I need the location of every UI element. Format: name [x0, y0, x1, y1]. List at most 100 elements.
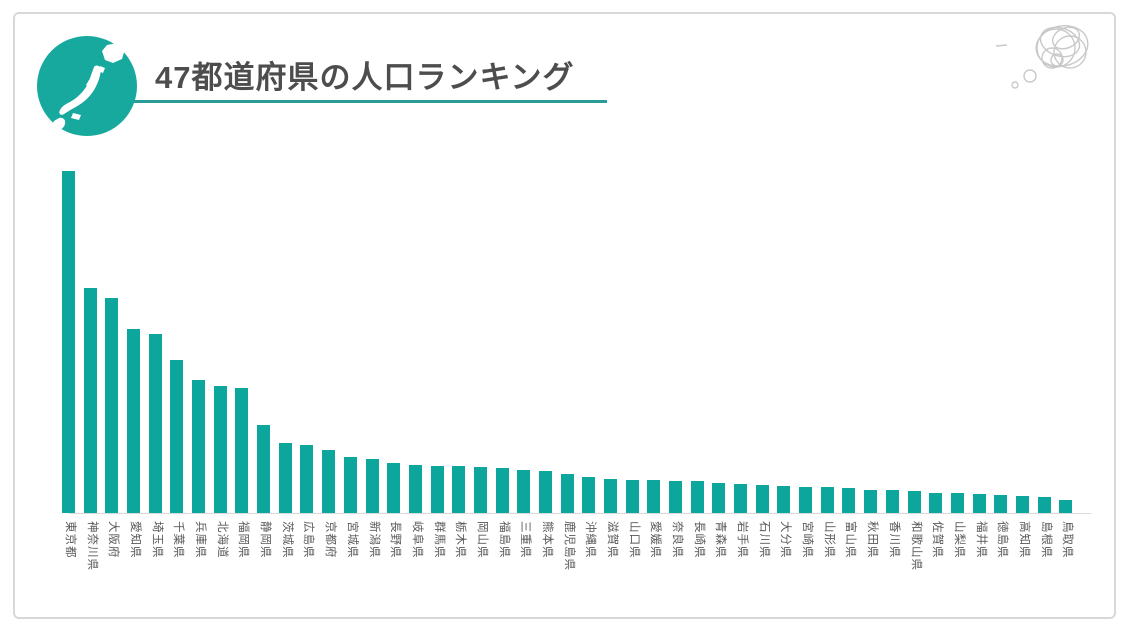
category-label-福島県: 福島県 [497, 521, 510, 559]
bar-山形県 [821, 487, 834, 513]
category-label-高知県: 高知県 [1017, 521, 1030, 559]
category-label-宮崎県: 宮崎県 [800, 521, 813, 559]
category-label-広島県: 広島県 [301, 521, 314, 559]
category-label-岩手県: 岩手県 [735, 521, 748, 559]
bar-富山県 [842, 488, 855, 513]
bar-埼玉県 [149, 334, 162, 513]
category-label-和歌山県: 和歌山県 [909, 521, 922, 571]
bar-奈良県 [669, 481, 682, 513]
bar-京都府 [322, 450, 335, 513]
bar-徳島県 [994, 495, 1007, 513]
bar-岡山県 [474, 467, 487, 513]
category-label-千葉県: 千葉県 [171, 521, 184, 559]
category-label-山口県: 山口県 [627, 521, 640, 559]
bar-長野県 [387, 463, 400, 513]
category-label-徳島県: 徳島県 [995, 521, 1008, 559]
bar-石川県 [756, 485, 769, 513]
category-label-大阪府: 大阪府 [106, 521, 119, 559]
bar-栃木県 [452, 466, 465, 513]
bar-岐阜県 [409, 465, 422, 513]
bar-愛媛県 [647, 480, 660, 513]
bar-神奈川県 [84, 288, 97, 513]
bar-滋賀県 [604, 479, 617, 513]
category-label-山梨県: 山梨県 [952, 521, 965, 559]
category-label-長野県: 長野県 [388, 521, 401, 559]
category-label-大分県: 大分県 [778, 521, 791, 559]
bar-福岡県 [235, 388, 248, 513]
bar-長崎県 [691, 481, 704, 513]
bar-北海道 [214, 386, 227, 513]
bar-香川県 [886, 490, 899, 513]
category-label-三重県: 三重県 [518, 521, 531, 559]
category-label-静岡県: 静岡県 [258, 521, 271, 559]
category-label-山形県: 山形県 [822, 521, 835, 559]
category-label-佐賀県: 佐賀県 [930, 521, 943, 559]
bar-青森県 [712, 483, 725, 513]
bar-茨城県 [279, 443, 292, 513]
bar-山梨県 [951, 493, 964, 513]
bar-熊本県 [539, 471, 552, 513]
x-axis-line [69, 513, 1091, 514]
category-label-東京都: 東京都 [63, 521, 76, 559]
category-label-兵庫県: 兵庫県 [193, 521, 206, 559]
bar-島根県 [1038, 497, 1051, 513]
bar-沖縄県 [582, 477, 595, 513]
bar-三重県 [517, 470, 530, 513]
bar-高知県 [1016, 496, 1029, 513]
category-label-茨城県: 茨城県 [280, 521, 293, 559]
category-label-島根県: 島根県 [1039, 521, 1052, 559]
bar-新潟県 [366, 459, 379, 513]
bar-東京都 [62, 171, 75, 513]
category-label-岡山県: 岡山県 [475, 521, 488, 559]
slide-frame: 47都道府県の人口ランキング 東京都 神奈川県 大阪府 愛知県 埼玉県 千葉県 兵庫県 北海道… [13, 12, 1116, 619]
bar-広島県 [300, 445, 313, 513]
bar-兵庫県 [192, 380, 205, 513]
category-label-群馬県: 群馬県 [432, 521, 445, 559]
category-label-鹿児島県: 鹿児島県 [562, 521, 575, 571]
category-label-鳥取県: 鳥取県 [1060, 521, 1073, 559]
category-label-長崎県: 長崎県 [692, 521, 705, 559]
scribble-thought-bubble-icon [996, 25, 1089, 89]
bar-鳥取県 [1059, 500, 1072, 513]
category-label-沖縄県: 沖縄県 [583, 521, 596, 559]
category-label-富山県: 富山県 [843, 521, 856, 559]
category-label-栃木県: 栃木県 [453, 521, 466, 559]
bar-鹿児島県 [561, 474, 574, 513]
bar-chart: 東京都 神奈川県 大阪府 愛知県 埼玉県 千葉県 兵庫県 北海道 福岡県 静岡県 茨城県 広島県 京都府… [15, 14, 1114, 617]
category-label-愛知県: 愛知県 [128, 521, 141, 559]
page-title: 47都道府県の人口ランキング [155, 60, 575, 95]
bar-佐賀県 [929, 493, 942, 513]
bar-静岡県 [257, 425, 270, 513]
bar-山口県 [626, 480, 639, 513]
japan-map-icon [37, 36, 137, 136]
category-label-石川県: 石川県 [757, 521, 770, 559]
bar-岩手県 [734, 484, 747, 513]
category-label-新潟県: 新潟県 [367, 521, 380, 559]
bar-秋田県 [864, 490, 877, 513]
bar-大阪府 [105, 298, 118, 513]
category-label-熊本県: 熊本県 [540, 521, 553, 559]
bar-福島県 [496, 468, 509, 513]
title-underline [75, 100, 607, 103]
category-label-京都府: 京都府 [323, 521, 336, 559]
bar-大分県 [777, 486, 790, 513]
bar-宮崎県 [799, 487, 812, 513]
bar-和歌山県 [908, 491, 921, 513]
category-label-香川県: 香川県 [887, 521, 900, 559]
category-label-福井県: 福井県 [974, 521, 987, 559]
category-label-愛媛県: 愛媛県 [648, 521, 661, 559]
category-label-埼玉県: 埼玉県 [150, 521, 163, 559]
category-label-神奈川県: 神奈川県 [85, 521, 98, 571]
category-label-北海道: 北海道 [215, 521, 228, 559]
bar-福井県 [973, 494, 986, 513]
bar-宮城県 [344, 457, 357, 513]
category-label-岐阜県: 岐阜県 [410, 521, 423, 559]
category-label-奈良県: 奈良県 [670, 521, 683, 559]
bar-群馬県 [431, 466, 444, 513]
category-label-秋田県: 秋田県 [865, 521, 878, 559]
bar-愛知県 [127, 329, 140, 513]
category-label-福岡県: 福岡県 [236, 521, 249, 559]
bar-千葉県 [170, 360, 183, 513]
category-label-青森県: 青森県 [713, 521, 726, 559]
category-label-宮城県: 宮城県 [345, 521, 358, 559]
